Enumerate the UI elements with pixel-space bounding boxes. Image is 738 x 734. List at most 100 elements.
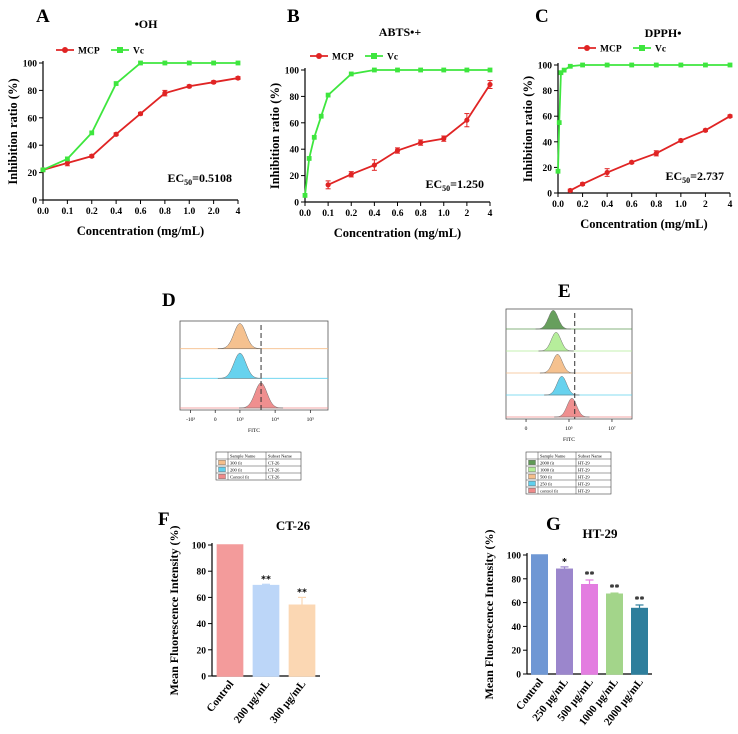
table-cell-sample: Control fit <box>230 474 250 479</box>
series-line-vc <box>557 64 730 172</box>
legend-marker-mcp <box>316 53 322 59</box>
table-cell-sample: 200 fit <box>230 467 243 472</box>
bar-4 <box>631 607 648 675</box>
table-cell-sample: 1000 fit <box>540 467 555 472</box>
bar-2 <box>581 584 598 675</box>
bar-0 <box>216 544 244 677</box>
y-tick-label: 40 <box>197 620 207 630</box>
y-tick-label: 60 <box>290 119 300 129</box>
legend-marker-mcp <box>584 45 590 51</box>
histogram-peak <box>554 398 590 418</box>
x-tick-label: 300 μg/mL <box>268 678 309 725</box>
y-tick-label: 20 <box>290 172 300 182</box>
data-point-vc <box>395 67 400 73</box>
data-point-mcp <box>162 90 168 96</box>
data-point-mcp <box>89 153 95 159</box>
chart-title: ABTS•+ <box>379 25 422 39</box>
series-line-mcp <box>42 77 239 171</box>
panel-label-e: E <box>558 281 571 302</box>
data-point-mcp <box>64 160 70 166</box>
bar-1 <box>556 568 573 675</box>
y-tick-label: 80 <box>197 568 207 578</box>
x-tick-label: 2 <box>465 209 470 219</box>
histogram-peak <box>544 376 580 396</box>
data-point-vc <box>487 67 493 73</box>
table-cell-subset: CT-26 <box>268 467 280 472</box>
x-tick-label: 0.0 <box>299 209 311 219</box>
x-tick-label: 0.1 <box>61 207 73 217</box>
line-chart-b: 0 20 40 60 80 100 0.0 0.1 0.2 0.4 0.6 0.8 1.0 2 4 Conce… <box>268 25 493 240</box>
x-tick-label: 0.1 <box>322 209 334 219</box>
ec50-annotation: EC50=2.737 <box>665 169 724 185</box>
flow-histogram-d: -10³ 0 10³ 10⁴ 10⁵ FITC Sample Name Subset Name… <box>179 320 329 481</box>
legend-label-vc: Vc <box>387 53 398 63</box>
x-tick-label: 0.4 <box>110 207 122 217</box>
x-tick-label: 0 <box>525 426 528 432</box>
data-point-mcp <box>702 127 709 133</box>
y-tick-label: 40 <box>28 142 38 152</box>
y-tick-label: 20 <box>512 647 522 657</box>
table-cell-subset: CT-26 <box>268 460 280 465</box>
data-point-mcp <box>418 140 424 146</box>
data-point-mcp <box>464 117 470 123</box>
significance-mark: ** <box>635 595 645 606</box>
data-point-vc <box>89 130 95 136</box>
y-tick-label: 0 <box>32 197 37 207</box>
x-tick-label: 200 μg/mL <box>232 678 273 725</box>
x-tick-label: 4 <box>488 209 493 219</box>
significance-mark: ** <box>261 574 271 585</box>
histogram-peak <box>238 382 284 409</box>
x-tick-label: 0.2 <box>577 200 589 210</box>
x-tick-label: -10³ <box>186 417 195 423</box>
x-tick-label: 10⁵ <box>565 426 573 432</box>
x-tick-label: 0.0 <box>37 207 49 217</box>
x-tick-label: 10³ <box>236 417 244 423</box>
x-axis-title: Concentration (mg/mL) <box>580 217 707 231</box>
table-cell-sample: 250 fit <box>540 481 553 486</box>
data-point-mcp <box>348 171 354 177</box>
data-point-vc <box>162 60 168 66</box>
series-line-mcp <box>569 115 731 192</box>
y-tick-label: 0 <box>201 673 206 683</box>
y-tick-label: 80 <box>512 575 522 585</box>
data-point-vc <box>371 67 377 73</box>
x-axis-title: Concentration (mg/mL) <box>334 226 461 240</box>
ec50-annotation: EC50=1.250 <box>425 177 484 193</box>
x-tick-label: 0.8 <box>650 200 662 210</box>
x-tick-label: 0.2 <box>345 209 357 219</box>
x-tick-label: 0.8 <box>415 209 427 219</box>
data-point-vc <box>629 62 635 68</box>
table-cell-subset: CT-26 <box>268 474 280 479</box>
x-tick-label: 4 <box>728 200 733 210</box>
table-header: Subset Name <box>578 453 602 458</box>
data-point-mcp <box>727 113 733 119</box>
y-tick-label: 20 <box>28 169 38 179</box>
x-axis-title: FITC <box>248 428 260 434</box>
data-point-mcp <box>579 181 586 187</box>
data-point-vc <box>211 60 217 66</box>
data-point-vc <box>418 67 424 73</box>
data-point-mcp <box>235 75 241 81</box>
panel-label-d: D <box>162 290 176 311</box>
table-swatch <box>528 481 536 487</box>
x-tick-label: 10⁵ <box>307 417 315 423</box>
x-tick-label: 0.0 <box>552 200 564 210</box>
data-point-mcp <box>567 187 573 194</box>
x-tick-label: 1.0 <box>183 207 195 217</box>
significance-mark: ** <box>585 570 595 581</box>
histogram-peak <box>217 352 263 379</box>
x-axis-title: FITC <box>563 437 575 443</box>
legend-label-mcp: MCP <box>600 45 622 55</box>
data-point-vc <box>727 62 733 68</box>
legend-marker-vc <box>639 45 645 51</box>
data-point-vc <box>325 92 331 98</box>
data-point-vc <box>235 60 241 66</box>
y-tick-label: 100 <box>192 542 207 552</box>
significance-mark: * <box>562 557 567 568</box>
data-point-mcp <box>137 111 144 117</box>
y-tick-label: 80 <box>543 87 553 97</box>
table-cell-sample: 2000 fit <box>540 460 555 465</box>
chart-title: •OH <box>135 17 159 31</box>
data-point-mcp <box>629 159 635 165</box>
data-point-vc <box>604 62 610 68</box>
